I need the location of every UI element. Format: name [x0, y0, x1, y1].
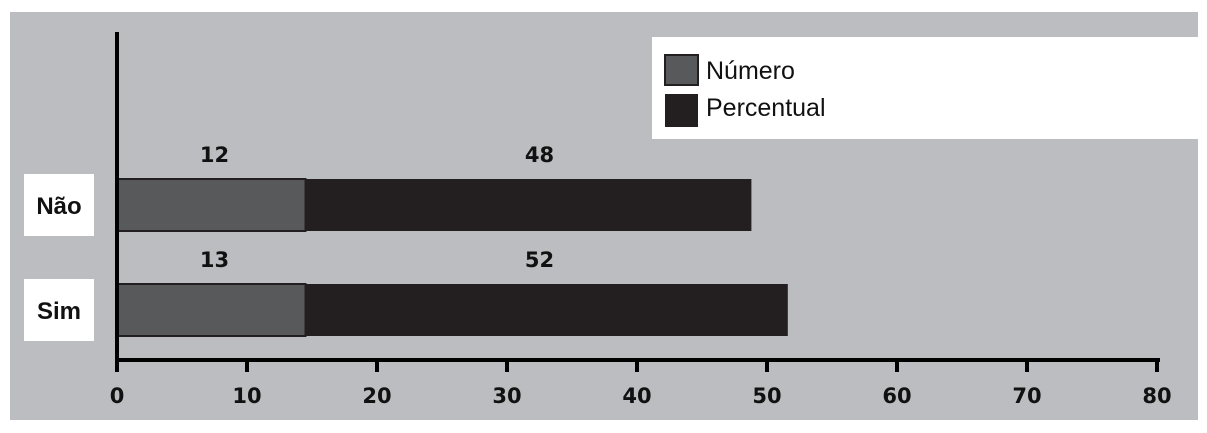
legend-box — [652, 37, 1200, 139]
category-label-box-sim — [24, 279, 94, 341]
x-tick-label-60: 60 — [882, 384, 911, 408]
x-tick-label-70: 70 — [1012, 384, 1041, 408]
x-tick-label-40: 40 — [622, 384, 651, 408]
value-labels-group: 12 48 13 52 — [200, 143, 554, 272]
x-tick-label-20: 20 — [362, 384, 391, 408]
category-label-sim: Sim — [37, 298, 81, 325]
x-ticks-group: 0 10 20 30 40 50 60 70 80 — [110, 360, 1172, 408]
value-label-percentual-nao: 48 — [525, 143, 554, 167]
legend-label-numero: Número — [706, 57, 795, 85]
bar-numero-nao — [117, 178, 307, 232]
bars-group — [117, 178, 788, 337]
value-label-numero-sim: 13 — [200, 248, 229, 272]
category-labels-group: Não Sim — [24, 174, 94, 341]
legend: Número Percentual — [652, 37, 1200, 139]
legend-label-percentual: Percentual — [706, 94, 826, 122]
category-label-box-nao — [24, 174, 94, 236]
x-tick-label-10: 10 — [232, 384, 261, 408]
x-tick-label-50: 50 — [752, 384, 781, 408]
legend-swatch-numero — [664, 54, 699, 86]
value-label-numero-nao: 12 — [200, 143, 229, 167]
x-tick-label-80: 80 — [1142, 384, 1171, 408]
bar-numero-sim — [117, 283, 307, 337]
value-label-percentual-sim: 52 — [525, 248, 554, 272]
x-tick-label-30: 30 — [492, 384, 521, 408]
category-label-nao: Não — [36, 193, 81, 220]
legend-swatch-percentual — [665, 94, 698, 127]
x-tick-label-0: 0 — [110, 384, 125, 408]
